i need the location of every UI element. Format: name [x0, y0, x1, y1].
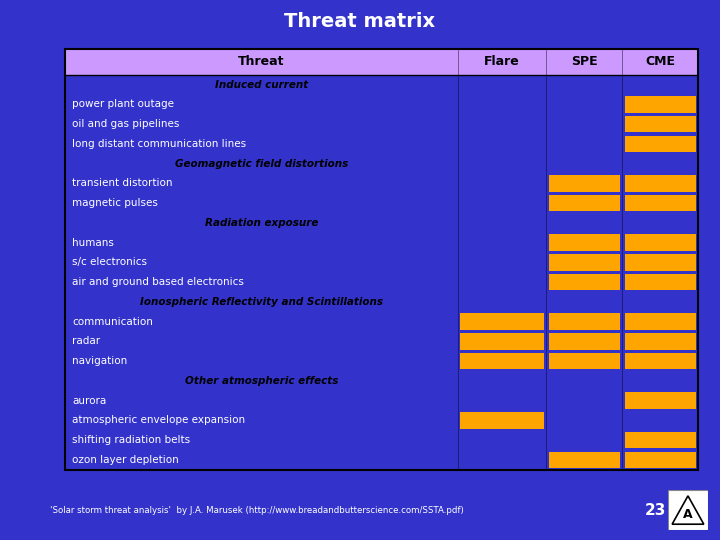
Bar: [549, 175, 620, 192]
Text: transient distortion: transient distortion: [73, 178, 173, 188]
Bar: [549, 195, 620, 211]
Text: CME: CME: [645, 55, 675, 68]
Text: Geomagnetic field distortions: Geomagnetic field distortions: [174, 159, 348, 168]
Bar: [625, 333, 696, 349]
Text: 'Solar storm threat analysis'  by J.A. Marusek (http://www.breadandbutterscience: 'Solar storm threat analysis' by J.A. Ma…: [50, 506, 464, 515]
Bar: [625, 195, 696, 211]
Text: Other atmospheric effects: Other atmospheric effects: [184, 376, 338, 386]
Bar: [625, 452, 696, 468]
Bar: [549, 452, 620, 468]
Text: Threat matrix: Threat matrix: [284, 12, 436, 31]
Text: radar: radar: [73, 336, 101, 346]
Text: Radiation exposure: Radiation exposure: [204, 218, 318, 228]
Bar: [625, 274, 696, 291]
Bar: [549, 274, 620, 291]
Bar: [625, 313, 696, 330]
Bar: [625, 136, 696, 152]
Bar: [460, 333, 544, 349]
Bar: [625, 393, 696, 409]
Bar: [460, 412, 544, 429]
Text: humans: humans: [73, 238, 114, 248]
Bar: [549, 353, 620, 369]
Text: magnetic pulses: magnetic pulses: [73, 198, 158, 208]
Bar: [625, 234, 696, 251]
Bar: [625, 96, 696, 112]
Bar: [549, 313, 620, 330]
Bar: [460, 313, 544, 330]
Text: shifting radiation belts: shifting radiation belts: [73, 435, 191, 445]
Bar: [549, 234, 620, 251]
Bar: [549, 333, 620, 349]
Bar: [625, 353, 696, 369]
Bar: [625, 175, 696, 192]
Text: Ionospheric Reflectivity and Scintillations: Ionospheric Reflectivity and Scintillati…: [140, 297, 383, 307]
Text: Threat: Threat: [238, 55, 284, 68]
Text: navigation: navigation: [73, 356, 127, 366]
Bar: [625, 254, 696, 271]
Bar: [625, 432, 696, 448]
Text: air and ground based electronics: air and ground based electronics: [73, 277, 244, 287]
Text: atmospheric envelope expansion: atmospheric envelope expansion: [73, 415, 246, 426]
Text: Flare: Flare: [484, 55, 520, 68]
Text: Induced current: Induced current: [215, 79, 308, 90]
Text: SPE: SPE: [571, 55, 598, 68]
Bar: [460, 353, 544, 369]
Text: A: A: [683, 508, 693, 522]
Text: long distant communication lines: long distant communication lines: [73, 139, 246, 149]
Text: power plant outage: power plant outage: [73, 99, 174, 109]
Bar: [65, 49, 698, 75]
Text: communication: communication: [73, 316, 153, 327]
Bar: [549, 254, 620, 271]
Bar: [625, 116, 696, 132]
Text: aurora: aurora: [73, 396, 107, 406]
Text: s/c electronics: s/c electronics: [73, 258, 148, 267]
Text: ozon layer depletion: ozon layer depletion: [73, 455, 179, 465]
Text: oil and gas pipelines: oil and gas pipelines: [73, 119, 180, 129]
Text: 23: 23: [644, 503, 666, 518]
